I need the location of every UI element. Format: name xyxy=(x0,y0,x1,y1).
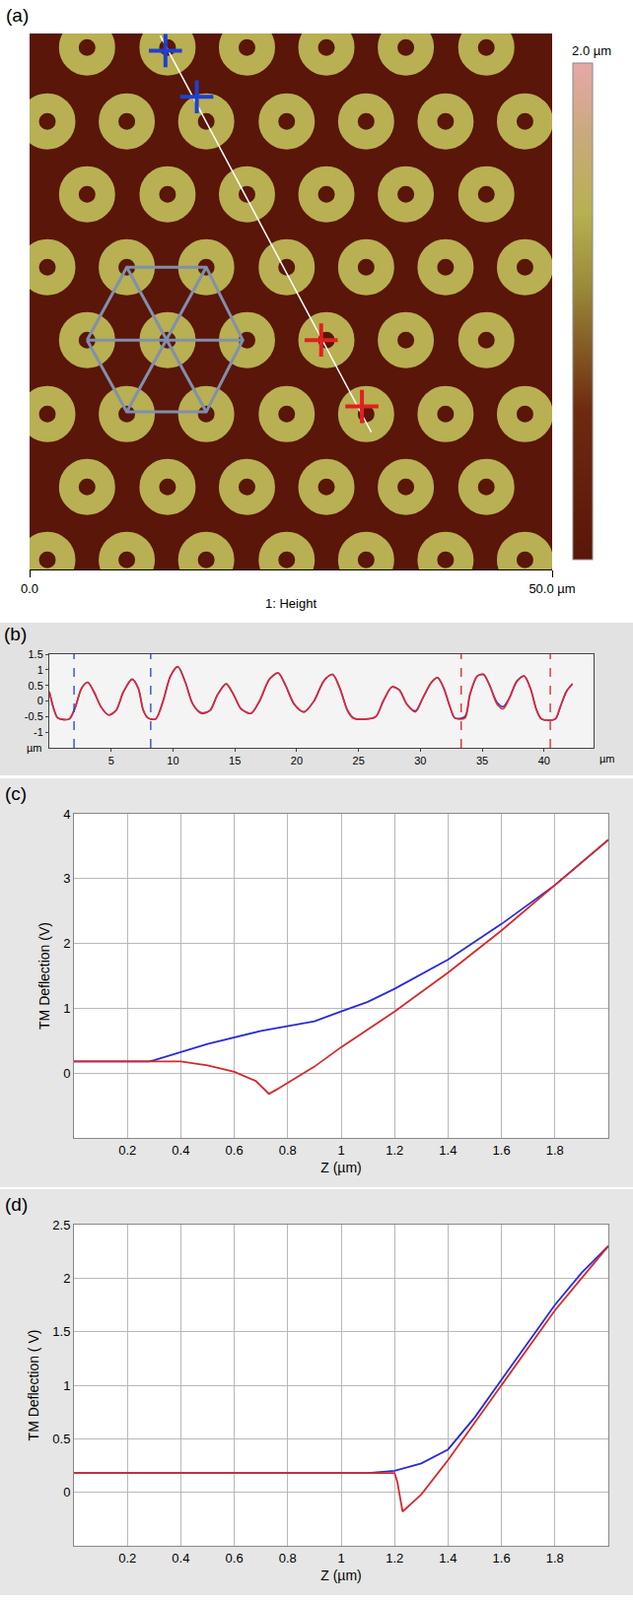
svg-text:2: 2 xyxy=(63,1271,71,1287)
svg-text:-0.5: -0.5 xyxy=(24,710,44,723)
svg-text:1.5: 1.5 xyxy=(52,1325,71,1340)
svg-text:0: 0 xyxy=(37,695,44,707)
svg-text:0.2: 0.2 xyxy=(118,1143,137,1159)
svg-text:0.6: 0.6 xyxy=(225,1143,244,1159)
svg-text:1.6: 1.6 xyxy=(492,1143,511,1159)
svg-text:40: 40 xyxy=(538,755,551,768)
svg-text:50.0 µm: 50.0 µm xyxy=(528,581,575,597)
svg-text:30: 30 xyxy=(414,755,426,768)
svg-text:(b): (b) xyxy=(3,624,27,645)
svg-text:µm: µm xyxy=(26,742,43,755)
svg-text:1.4: 1.4 xyxy=(438,1551,457,1567)
svg-text:4: 4 xyxy=(63,807,71,823)
svg-text:2.0 µm: 2.0 µm xyxy=(571,43,612,59)
svg-text:-1: -1 xyxy=(33,726,44,739)
svg-text:1.8: 1.8 xyxy=(546,1143,564,1159)
svg-text:0.2: 0.2 xyxy=(118,1551,137,1567)
svg-text:1.8: 1.8 xyxy=(546,1551,564,1567)
svg-text:0.4: 0.4 xyxy=(171,1143,190,1159)
svg-text:1: Height: 1: Height xyxy=(265,596,317,612)
svg-text:TM Deflection ( V): TM Deflection ( V) xyxy=(25,1331,42,1443)
svg-text:(c): (c) xyxy=(4,783,27,805)
svg-text:3: 3 xyxy=(63,871,71,887)
svg-text:1: 1 xyxy=(63,1001,71,1017)
svg-text:1.2: 1.2 xyxy=(385,1551,404,1567)
svg-text:Z (µm): Z (µm) xyxy=(320,1160,362,1177)
svg-text:1: 1 xyxy=(337,1551,345,1567)
svg-text:(a): (a) xyxy=(5,4,29,26)
svg-text:TM Deflection (V): TM Deflection (V) xyxy=(36,922,53,1031)
svg-text:25: 25 xyxy=(352,755,365,768)
svg-text:0: 0 xyxy=(63,1066,71,1082)
svg-text:1: 1 xyxy=(37,664,44,677)
svg-text:1.6: 1.6 xyxy=(492,1551,511,1567)
svg-text:10: 10 xyxy=(166,755,179,768)
svg-text:15: 15 xyxy=(228,755,241,768)
svg-text:0.5: 0.5 xyxy=(28,680,44,693)
svg-text:2: 2 xyxy=(63,936,71,952)
svg-text:2.5: 2.5 xyxy=(52,1218,71,1234)
svg-text:1: 1 xyxy=(337,1143,345,1159)
svg-text:µm: µm xyxy=(599,753,616,766)
svg-text:1: 1 xyxy=(63,1379,71,1395)
svg-text:35: 35 xyxy=(476,755,489,768)
svg-text:Z (µm): Z (µm) xyxy=(320,1568,362,1585)
svg-text:1.5: 1.5 xyxy=(28,648,44,661)
svg-text:0.8: 0.8 xyxy=(279,1143,297,1159)
svg-text:1.2: 1.2 xyxy=(385,1143,404,1159)
svg-text:(d): (d) xyxy=(4,1195,28,1216)
svg-text:1.4: 1.4 xyxy=(438,1143,457,1159)
svg-text:0.8: 0.8 xyxy=(279,1551,297,1567)
svg-text:0.5: 0.5 xyxy=(52,1432,71,1448)
svg-text:0.4: 0.4 xyxy=(171,1551,190,1567)
svg-text:5: 5 xyxy=(108,755,115,768)
svg-text:0.0: 0.0 xyxy=(20,581,39,597)
svg-text:0.6: 0.6 xyxy=(225,1551,244,1567)
svg-text:20: 20 xyxy=(290,755,303,768)
svg-text:0: 0 xyxy=(63,1485,71,1501)
